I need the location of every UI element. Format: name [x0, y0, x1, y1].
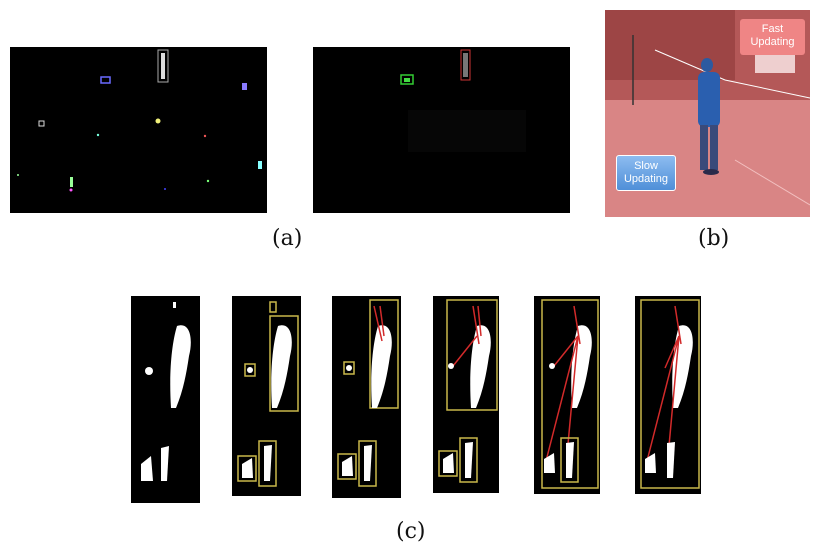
panel-c-step-1-shapes [141, 302, 191, 481]
caption-c: (c) [396, 519, 426, 544]
panel-a-right-blobs [400, 49, 526, 152]
panel-c-step-6-shapes [640, 299, 700, 489]
panel-c-step-3-shapes [337, 299, 399, 487]
panel-c-step-4-shapes [438, 299, 498, 483]
slow-updating-label: Slow Updating [616, 155, 676, 191]
panel-a-left-blobs [17, 49, 262, 192]
panel-a-left [10, 47, 267, 213]
caption-b: (b) [698, 226, 730, 251]
panel-c-step-5-shapes [541, 299, 599, 489]
panel-b-photo: Fast Updating Slow Updating [605, 10, 810, 217]
panel-a-right [313, 47, 570, 213]
caption-a: (a) [272, 226, 303, 251]
panel-c-step-5 [534, 296, 600, 494]
fast-updating-label: Fast Updating [740, 19, 805, 55]
panel-c-step-2-shapes [237, 301, 299, 487]
panel-c-step-2 [232, 296, 301, 496]
panel-c-step-1 [131, 296, 200, 503]
panel-c-step-3 [332, 296, 401, 498]
panel-c-step-6 [635, 296, 701, 494]
panel-c-step-4 [433, 296, 499, 493]
